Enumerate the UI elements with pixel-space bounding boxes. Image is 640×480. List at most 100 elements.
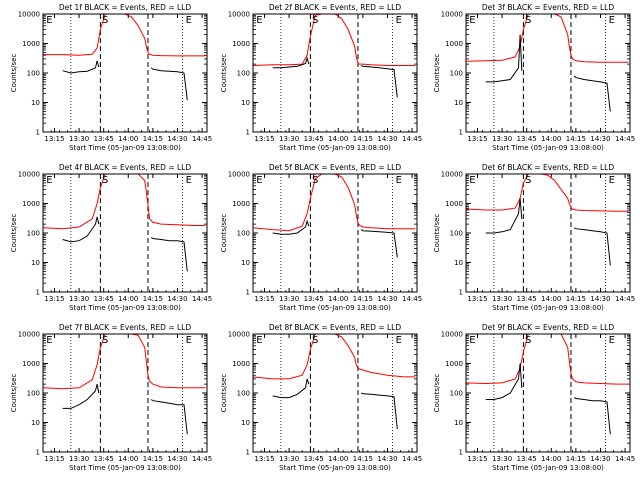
x-tick-label: 13:15: [254, 455, 274, 463]
events-series-line: [485, 198, 523, 234]
x-tick-label: 14:15: [566, 295, 586, 303]
x-tick-label: 14:15: [566, 135, 586, 143]
y-tick-label: 1: [246, 449, 250, 457]
y-tick-label: 100: [237, 70, 250, 78]
x-tick-label: 14:15: [566, 455, 586, 463]
start-marker-label: S: [525, 175, 531, 186]
y-tick-label: 10000: [228, 331, 250, 339]
x-tick-label: 13:45: [517, 295, 537, 303]
x-tick-label: 14:15: [353, 135, 373, 143]
y-tick-label: 1: [246, 289, 250, 297]
x-tick-label: 13:45: [94, 455, 114, 463]
x-axis-label: Start Time (05-Jan-09 13:08:00): [279, 144, 391, 152]
y-tick-label: 1: [459, 289, 463, 297]
y-tick-label: 1: [36, 289, 40, 297]
x-tick-label: 14:30: [590, 455, 610, 463]
panel-title: Det 6f BLACK = Events, RED = LLD: [482, 163, 615, 172]
y-tick-label: 10: [31, 259, 40, 267]
plot-frame: [42, 173, 208, 293]
x-tick-label: 13:30: [69, 455, 89, 463]
panel-title: Det 3f BLACK = Events, RED = LLD: [482, 3, 615, 12]
lld-series-line: [43, 334, 206, 390]
x-tick-label: 14:45: [402, 295, 422, 303]
plot-frame: [252, 173, 418, 293]
plot-frame: [465, 13, 631, 133]
y-tick-label: 100: [27, 230, 40, 238]
x-tick-label: 13:15: [44, 455, 64, 463]
y-tick-label: 1: [246, 129, 250, 137]
x-axis-label: Start Time (05-Jan-09 13:08:00): [279, 304, 391, 312]
y-axis-label: Counts/sec: [10, 54, 18, 93]
x-tick-label: 13:45: [304, 455, 324, 463]
x-tick-label: 14:45: [615, 295, 635, 303]
x-tick-label: 13:15: [467, 455, 487, 463]
events-series-line: [150, 237, 188, 272]
x-tick-label: 13:45: [517, 135, 537, 143]
x-tick-label: 13:30: [279, 295, 299, 303]
y-tick-label: 10000: [18, 11, 40, 19]
end-marker-label: E: [46, 15, 52, 26]
y-tick-label: 10000: [441, 171, 463, 179]
x-tick-label: 14:00: [118, 455, 138, 463]
x-tick-label: 14:00: [541, 295, 561, 303]
y-tick-label: 1000: [22, 200, 40, 208]
x-tick-label: 13:30: [492, 295, 512, 303]
y-axis-label: Counts/sec: [220, 214, 228, 253]
x-axis-label: Start Time (05-Jan-09 13:08:00): [492, 304, 604, 312]
plot-frame: [252, 333, 418, 453]
y-tick-label: 10000: [18, 171, 40, 179]
x-tick-label: 14:30: [377, 135, 397, 143]
events-series-line: [361, 65, 398, 98]
y-tick-label: 1000: [232, 360, 250, 368]
end-marker-label: E: [186, 15, 192, 26]
x-tick-label: 13:45: [304, 295, 324, 303]
events-series-line: [361, 392, 398, 430]
detector-panel: Det 4f BLACK = Events, RED = LLD 1 10 100 10…: [10, 163, 212, 312]
detector-panel: Det 9f BLACK = Events, RED = LLD 1 10 100 10…: [433, 323, 635, 472]
x-tick-label: 14:15: [143, 135, 163, 143]
end-marker-label: E: [186, 335, 192, 346]
x-tick-label: 14:00: [541, 455, 561, 463]
x-tick-label: 14:00: [118, 295, 138, 303]
y-tick-label: 10: [454, 419, 463, 427]
plot-frame: [465, 173, 631, 293]
y-tick-label: 10: [454, 99, 463, 107]
lld-series-line: [43, 174, 206, 230]
y-tick-label: 10000: [441, 11, 463, 19]
detector-panel: Det 7f BLACK = Events, RED = LLD 1 10 100 10…: [10, 323, 212, 472]
y-tick-label: 1000: [22, 360, 40, 368]
events-series-line: [360, 229, 398, 258]
x-tick-label: 13:15: [254, 295, 274, 303]
end-marker-label: E: [469, 335, 475, 346]
lld-series-line: [466, 334, 629, 385]
detector-panel: Det 2f BLACK = Events, RED = LLD 1 10 100 10…: [220, 3, 422, 152]
y-tick-label: 10: [454, 259, 463, 267]
y-axis-label: Counts/sec: [220, 54, 228, 93]
events-series-line: [272, 56, 310, 69]
y-axis-label: Counts/sec: [433, 54, 441, 93]
end-marker-label: E: [609, 335, 615, 346]
x-tick-label: 13:45: [94, 295, 114, 303]
panel-title: Det 8f BLACK = Events, RED = LLD: [269, 323, 402, 332]
start-marker-label: S: [312, 175, 318, 186]
end-marker-label: E: [396, 175, 402, 186]
y-tick-label: 1: [36, 129, 40, 137]
x-axis-label: Start Time (05-Jan-09 13:08:00): [492, 464, 604, 472]
x-tick-label: 14:30: [377, 295, 397, 303]
detector-panel: Det 3f BLACK = Events, RED = LLD 1 10 100 10…: [433, 3, 635, 152]
y-tick-label: 10000: [441, 331, 463, 339]
y-tick-label: 10000: [18, 331, 40, 339]
end-marker-label: E: [46, 175, 52, 186]
x-axis-label: Start Time (05-Jan-09 13:08:00): [69, 304, 181, 312]
y-tick-label: 100: [450, 230, 463, 238]
x-tick-label: 13:15: [44, 295, 64, 303]
y-tick-label: 1000: [232, 40, 250, 48]
x-tick-label: 14:45: [402, 455, 422, 463]
end-marker-label: E: [469, 175, 475, 186]
y-tick-label: 1: [459, 129, 463, 137]
x-tick-label: 14:30: [167, 295, 187, 303]
x-axis-label: Start Time (05-Jan-09 13:08:00): [69, 144, 181, 152]
events-series-line: [573, 75, 611, 112]
detector-panel: Det 8f BLACK = Events, RED = LLD 1 10 100 10…: [220, 323, 422, 472]
